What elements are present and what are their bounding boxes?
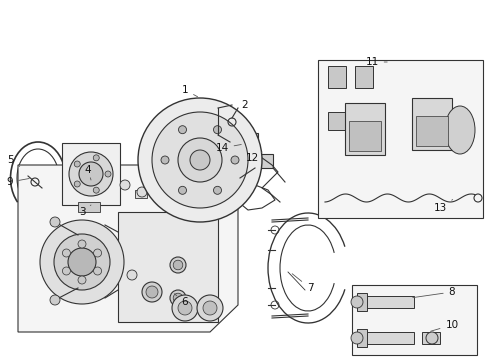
Bar: [349, 121, 381, 151]
Circle shape: [74, 161, 80, 167]
Bar: [62, 143, 120, 205]
Bar: [118, 212, 218, 322]
Circle shape: [170, 290, 186, 306]
Circle shape: [214, 126, 221, 134]
Bar: [318, 60, 483, 218]
Circle shape: [152, 112, 248, 208]
Text: 12: 12: [245, 152, 262, 163]
Bar: [357, 329, 367, 347]
Circle shape: [197, 295, 223, 321]
Bar: [230, 133, 258, 155]
Circle shape: [127, 270, 137, 280]
Circle shape: [142, 282, 162, 302]
Circle shape: [426, 332, 438, 344]
Circle shape: [62, 249, 71, 257]
Circle shape: [50, 217, 60, 227]
Bar: [78, 202, 100, 212]
Text: 10: 10: [431, 320, 459, 331]
Circle shape: [231, 156, 239, 164]
Circle shape: [138, 98, 262, 222]
Circle shape: [93, 155, 99, 161]
Bar: [255, 154, 273, 168]
Text: 7: 7: [292, 274, 313, 293]
Text: 8: 8: [413, 287, 455, 298]
Circle shape: [351, 296, 363, 308]
Circle shape: [178, 186, 187, 194]
Circle shape: [40, 220, 124, 304]
Text: 14: 14: [216, 143, 241, 153]
Circle shape: [178, 301, 192, 315]
Bar: [328, 112, 346, 130]
Circle shape: [93, 187, 99, 193]
Circle shape: [137, 187, 147, 197]
Circle shape: [74, 181, 80, 187]
Circle shape: [62, 267, 71, 275]
Circle shape: [173, 260, 183, 270]
Circle shape: [214, 186, 221, 194]
Circle shape: [190, 150, 210, 170]
Text: 3: 3: [79, 205, 91, 217]
Circle shape: [78, 276, 86, 284]
Circle shape: [69, 152, 113, 196]
Text: 13: 13: [433, 199, 453, 213]
Circle shape: [178, 138, 222, 182]
Bar: [416, 116, 448, 146]
Circle shape: [105, 171, 111, 177]
Bar: [234, 137, 242, 151]
Bar: [422, 332, 440, 344]
Bar: [412, 98, 452, 150]
Circle shape: [173, 293, 183, 303]
Circle shape: [178, 126, 187, 134]
Bar: [355, 112, 373, 130]
Circle shape: [120, 180, 130, 190]
Bar: [362, 332, 414, 344]
Text: 4: 4: [85, 165, 91, 180]
Text: 6: 6: [174, 294, 188, 307]
Circle shape: [170, 257, 186, 273]
Circle shape: [172, 295, 198, 321]
Circle shape: [79, 162, 103, 186]
Text: 5: 5: [7, 155, 20, 166]
Circle shape: [68, 248, 96, 276]
Circle shape: [146, 286, 158, 298]
Bar: [345, 103, 385, 155]
Circle shape: [351, 332, 363, 344]
Bar: [355, 66, 373, 88]
Circle shape: [203, 301, 217, 315]
Bar: [362, 296, 414, 308]
Circle shape: [50, 295, 60, 305]
Circle shape: [161, 156, 169, 164]
Circle shape: [78, 240, 86, 248]
Text: 11: 11: [366, 57, 387, 67]
Text: 1: 1: [182, 85, 197, 97]
Bar: [328, 66, 346, 88]
Circle shape: [54, 234, 110, 290]
Text: 9: 9: [7, 177, 29, 187]
Ellipse shape: [445, 106, 475, 154]
Polygon shape: [18, 165, 238, 332]
Bar: [357, 293, 367, 311]
Text: 2: 2: [236, 100, 248, 111]
Bar: [135, 190, 147, 198]
Circle shape: [94, 267, 101, 275]
Bar: [352, 285, 477, 355]
Bar: [246, 137, 254, 151]
Circle shape: [94, 249, 101, 257]
